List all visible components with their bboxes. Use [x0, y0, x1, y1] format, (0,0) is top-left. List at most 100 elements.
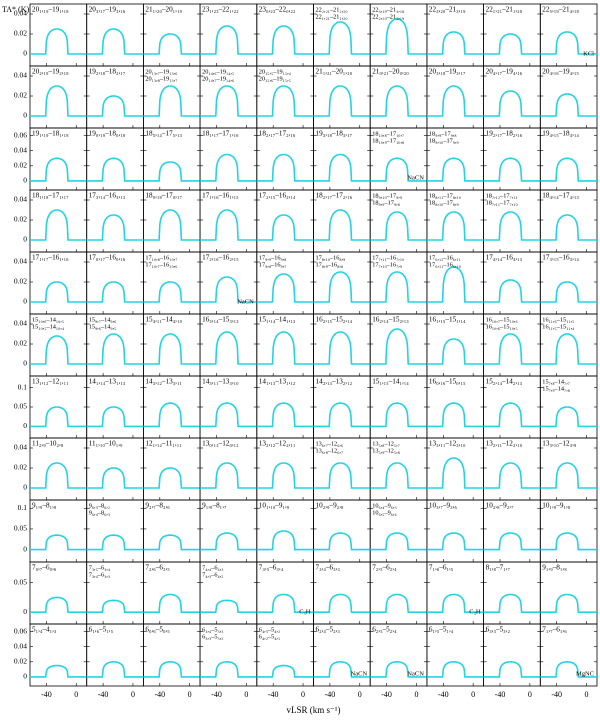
transition-label: 18₉,₉–17₉,₈: [429, 130, 457, 137]
transition-label: 15₇,₈–14₇,₇: [542, 378, 570, 385]
y-tick-label: 0.05: [14, 402, 27, 411]
x-tick-label: 0: [244, 690, 248, 699]
transition-label: 13₅,₈–12₅,₇: [372, 440, 400, 447]
model-profile: [200, 331, 257, 365]
transition-label: 20₁₄,₆–19₁₄,₅: [202, 68, 234, 75]
transition-label: 6₄,₂–5₄,₁: [259, 633, 280, 640]
transition-label: 20₃,₁₇–19₃,₁₆: [89, 6, 126, 14]
model-profile: [256, 214, 314, 241]
model-profile: [540, 31, 597, 55]
model-profile: [256, 85, 314, 117]
x-tick-label: -40: [211, 690, 222, 699]
model-profile: [370, 211, 427, 241]
transition-label: 17₁,₁₆–16₁,₁₅: [202, 192, 239, 200]
transition-label: 20₂,₁₉–19₂,₁₈: [32, 68, 69, 76]
x-tick-label: 0: [74, 690, 78, 699]
model-profile: [483, 90, 541, 117]
transition-label: 17₀,₁₇–16₀,₁₆: [89, 254, 126, 262]
y-tick-label: 0: [23, 421, 27, 430]
y-tick-label: 0.04: [14, 443, 27, 452]
model-profile: [143, 333, 201, 365]
model-profile: [143, 85, 201, 117]
model-profile: [86, 281, 144, 303]
transition-label: 10₃,₇–9₃,₆: [429, 502, 457, 510]
transition-label: 7₃,₅–6₃,₄: [89, 564, 110, 571]
transition-label: 9₂,₇–8₂,₆: [145, 502, 170, 510]
transition-label: 18₉,₁₀–17₉,₉: [429, 137, 459, 144]
transition-label: 13₃,₁₁–12₃,₁₀: [429, 440, 466, 448]
model-profile: [370, 593, 427, 614]
transition-label: 18₈,₁₀–17₈,₉: [429, 199, 459, 206]
model-profile: [313, 402, 371, 428]
model-profile: [30, 462, 87, 489]
transition-label: 6₀,₆–5₀,₅: [145, 626, 170, 634]
transition-label: 7₄,₄–6₄,₃: [202, 564, 223, 571]
transition-label: 22₁,₂₁–21₁,₂₀: [316, 13, 348, 20]
transition-label: 15₁₀,₅–14₁₀,₄: [32, 323, 64, 330]
transition-label: 22₂,₂₀–21₂,₁₉: [372, 13, 404, 20]
transition-label: 16₁₁,₆–15₁₁,₅: [542, 316, 574, 323]
model-profile: [200, 85, 257, 117]
transition-label: 15₉,₇–14₉,₆: [89, 316, 117, 323]
transition-label: 14₁,₁₃–13₁,₁₂: [259, 378, 296, 386]
model-profile: [540, 157, 597, 182]
transition-label: 16₁₀,₇–15₁₀,₆: [486, 316, 518, 323]
transition-label: 22₂,₂₁–21₂,₂₀: [316, 6, 348, 13]
model-profile: [483, 33, 541, 55]
transition-label: 18₇,₁₂–17₇,₁₁: [486, 192, 518, 199]
model-profile: [426, 157, 484, 182]
transition-label: 23₁,₂₃–22₁,₂₂: [202, 6, 239, 14]
y-tick-label: 0: [23, 544, 27, 553]
x-tick-label: -40: [98, 690, 109, 699]
species-note: MgNC: [576, 670, 594, 677]
model-profile: [256, 331, 314, 365]
transition-label: 15₁₀,₆–14₁₀,₅: [32, 316, 64, 323]
species-note: C₃H: [469, 608, 481, 615]
species-note: NaCN: [407, 670, 424, 677]
transition-label: 16₁₁,₅–15₁₁,₄: [542, 323, 574, 330]
species-note: NaCN: [351, 670, 368, 677]
model-profile: [86, 406, 144, 428]
transition-label: 20₁₅,₆–19₁₅,₅: [259, 75, 291, 82]
transition-label: 17₄,₁₄–16₄,₁₃: [486, 254, 523, 262]
transition-label: 10₁,₉–9₁,₈: [542, 502, 570, 510]
transition-label: 18₈,₁₁–17₈,₁₀: [429, 192, 461, 199]
transition-label: 19₃,₁₈–18₃,₁₇: [316, 130, 353, 138]
model-profile: [370, 85, 427, 117]
y-tick-label: 0.05: [14, 524, 27, 533]
model-profile: [143, 593, 201, 614]
x-tick-label: 0: [585, 690, 589, 699]
model-profile: [256, 402, 314, 428]
model-profile: [200, 276, 257, 303]
y-tick-label: 0: [23, 483, 27, 492]
x-tick-label: -40: [495, 690, 506, 699]
transition-label: 18₂,₁₇–17₂,₁₆: [259, 130, 296, 138]
x-tick-label: -40: [154, 690, 165, 699]
y-tick-label: 0: [23, 49, 27, 58]
model-profile: [30, 335, 87, 365]
transition-label: 22₃,₂₀–21₃,₁₉: [429, 6, 466, 14]
model-profile: [313, 21, 371, 55]
model-profile: [86, 214, 144, 241]
transition-label: 16₂,₁₄–15₂,₁₃: [372, 316, 409, 324]
transition-label: 6₁,₅–5₁,₄: [429, 626, 454, 634]
transition-label: 9₁,₉–8₁,₈: [32, 502, 57, 510]
transition-label: 21₁,₂₁–20₁,₂₀: [316, 68, 353, 76]
y-tick-label: 0.02: [14, 277, 27, 286]
transition-label: 18₄,₁₄–17₄,₁₃: [542, 192, 579, 200]
model-profile: [370, 462, 427, 489]
transition-label: 13₁,₁₂–12₁,₁₁: [32, 378, 69, 386]
transition-label: 14₃,₁₁–13₃,₁₀: [202, 378, 239, 386]
transition-label: 19₂,₁₈–18₂,₁₇: [89, 68, 126, 76]
y-tick-label: 0: [23, 176, 27, 185]
model-profile: [313, 271, 371, 303]
transition-label: 13₅,₉–12₅,₈: [372, 447, 400, 454]
model-profile: [313, 85, 371, 117]
species-note: C₃H: [299, 608, 311, 615]
transition-label: 7₂,₅–6₂,₄: [372, 564, 397, 572]
model-profile: [30, 664, 87, 678]
y-tick-label: 0.02: [14, 339, 27, 348]
transition-label: 18₂,₁₇–17₂,₁₆: [316, 192, 353, 200]
y-tick-label: 0: [23, 607, 27, 616]
model-profile: [30, 28, 87, 55]
